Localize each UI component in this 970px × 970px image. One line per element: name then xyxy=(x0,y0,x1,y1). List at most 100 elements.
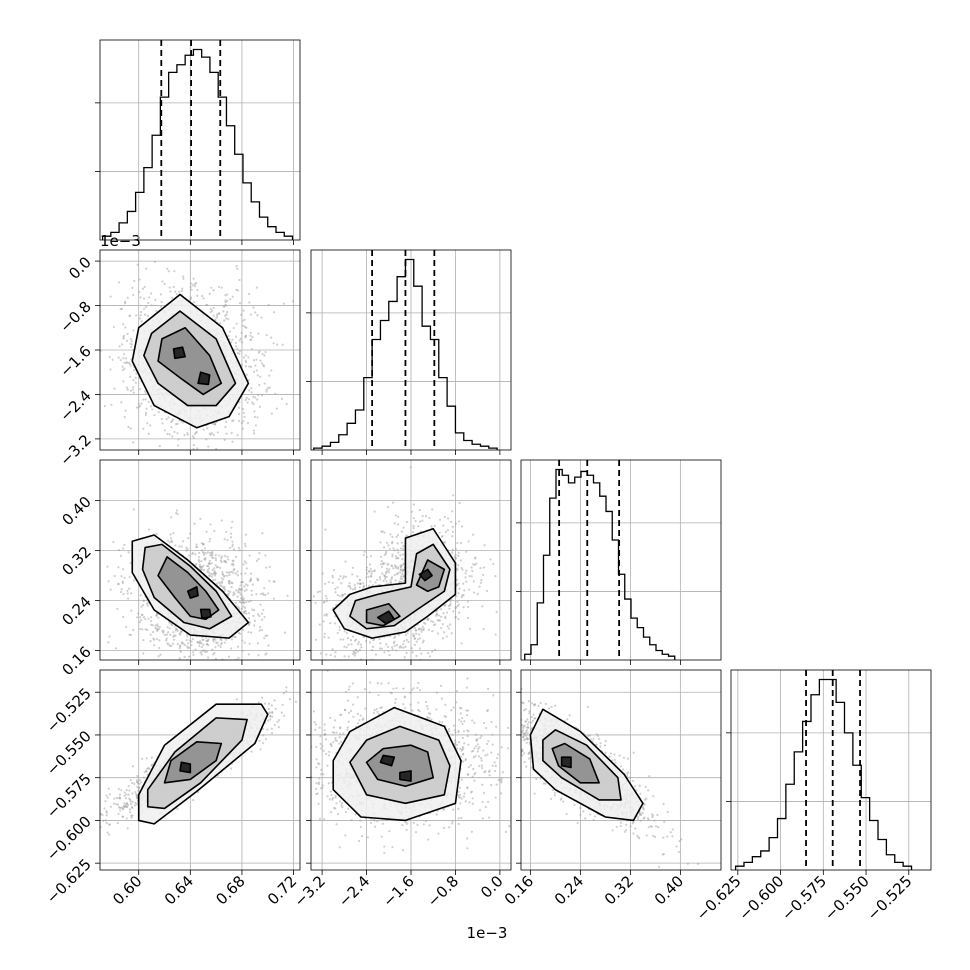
scatter-point xyxy=(397,551,400,554)
scatter-point xyxy=(379,674,381,676)
scatter-point xyxy=(316,590,320,594)
scatter-point xyxy=(212,433,215,437)
scatter-point xyxy=(254,311,257,314)
scatter-point xyxy=(494,633,497,636)
scatter-point xyxy=(209,307,212,311)
scatter-point xyxy=(341,593,344,596)
scatter-point xyxy=(255,358,258,361)
scatter-point xyxy=(383,531,386,534)
scatter-point xyxy=(343,592,347,596)
scatter-point xyxy=(193,522,196,525)
scatter-point xyxy=(155,629,159,632)
scatter-point xyxy=(272,311,276,314)
scatter-point xyxy=(479,581,483,584)
scatter-point xyxy=(325,653,328,656)
scatter-point xyxy=(208,537,212,541)
scatter-point xyxy=(205,642,209,646)
scatter-point xyxy=(398,571,402,574)
scatter-point xyxy=(211,556,214,559)
scatter-point xyxy=(358,648,362,651)
scatter-point xyxy=(158,626,161,629)
scatter-point xyxy=(192,653,195,656)
scatter-point xyxy=(393,644,396,648)
scatter-point xyxy=(211,568,214,571)
scatter-point xyxy=(415,632,418,635)
scatter-point xyxy=(179,650,182,653)
scatter-point xyxy=(413,634,416,637)
scatter-point xyxy=(379,541,382,544)
scatter-point xyxy=(182,275,185,278)
scatter-point xyxy=(418,508,421,512)
scatter-point xyxy=(208,562,211,565)
scatter-point xyxy=(443,515,446,519)
scatter-point xyxy=(130,609,133,612)
scatter-point xyxy=(144,392,147,395)
scatter-point xyxy=(192,436,195,439)
scatter-point xyxy=(119,809,122,812)
scatter-point xyxy=(180,545,183,548)
scatter-point xyxy=(365,556,369,559)
hist-bin xyxy=(355,410,363,450)
scatter-point xyxy=(202,428,205,431)
scatter-point xyxy=(122,380,125,383)
scatter-point xyxy=(303,554,305,556)
scatter-point xyxy=(457,611,461,614)
scatter-point xyxy=(405,520,408,524)
scatter-point xyxy=(223,641,226,644)
scatter-point xyxy=(199,488,201,490)
scatter-p3-p0-content xyxy=(96,686,298,836)
scatter-point xyxy=(176,642,179,646)
scatter-point xyxy=(186,433,189,436)
scatter-point xyxy=(244,583,248,586)
scatter-point xyxy=(337,578,341,581)
scatter-point xyxy=(342,575,345,578)
scatter-point xyxy=(130,814,133,817)
scatter-point xyxy=(224,299,227,302)
scatter-point xyxy=(113,387,116,390)
scatter-point xyxy=(117,281,121,284)
scatter-point xyxy=(122,323,125,326)
hist-bin xyxy=(587,475,593,660)
scatter-point xyxy=(96,815,98,817)
scatter-point xyxy=(135,406,138,409)
scatter-point xyxy=(97,374,99,376)
hist-bin xyxy=(226,126,234,240)
scatter-point xyxy=(231,543,234,546)
scatter-point xyxy=(214,564,217,567)
scatter-point xyxy=(261,352,264,356)
scatter-point xyxy=(168,433,171,436)
scatter-point xyxy=(470,575,473,578)
scatter-point xyxy=(88,318,90,320)
scatter-point xyxy=(398,581,401,584)
scatter-point xyxy=(216,314,219,317)
scatter-point xyxy=(253,624,256,627)
scatter-point xyxy=(209,574,212,578)
scatter-point xyxy=(232,591,235,594)
scatter-point xyxy=(131,388,134,391)
scatter-point xyxy=(132,386,135,389)
scatter-point xyxy=(208,482,210,484)
scatter-point xyxy=(194,648,197,651)
scatter-point xyxy=(336,593,339,597)
scatter-point xyxy=(428,516,431,520)
scatter-point xyxy=(456,541,459,545)
scatter-point xyxy=(216,313,219,316)
scatter-point xyxy=(325,600,328,603)
scatter-point xyxy=(440,626,443,630)
scatter-point xyxy=(150,619,153,623)
scatter-point xyxy=(194,552,197,556)
scatter-point xyxy=(230,585,233,589)
scatter-point xyxy=(244,572,247,575)
scatter-point xyxy=(208,540,211,543)
scatter-point xyxy=(129,389,132,392)
scatter-point xyxy=(132,508,135,511)
scatter-point xyxy=(245,474,247,476)
hist-bin xyxy=(380,320,388,450)
scatter-point xyxy=(388,547,391,550)
scatter-point xyxy=(128,789,131,792)
scatter-point xyxy=(223,319,226,322)
scatter-point xyxy=(359,582,362,585)
scatter-point xyxy=(250,387,253,390)
scatter-point xyxy=(365,576,368,579)
scatter-point xyxy=(276,343,279,346)
